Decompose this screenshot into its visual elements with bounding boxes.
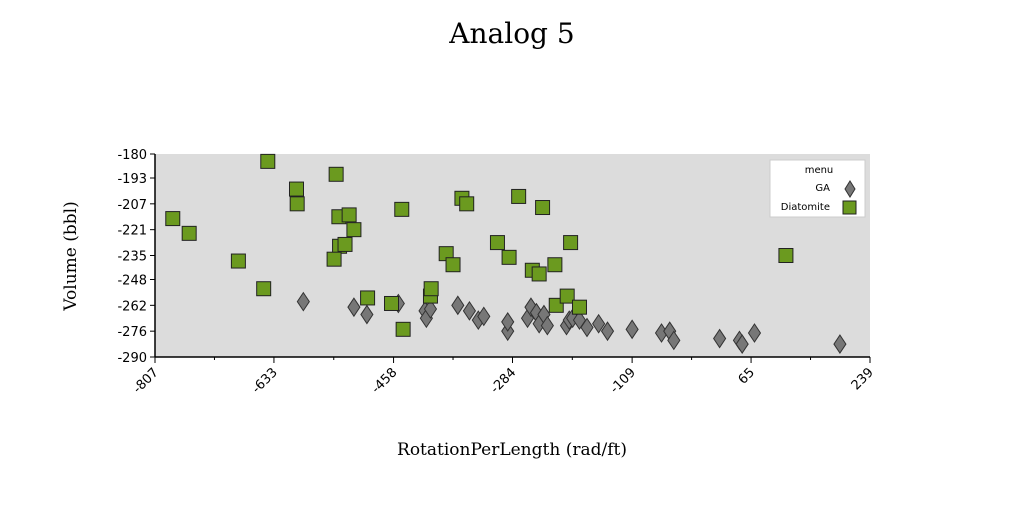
diatomite-point [445, 257, 461, 273]
diatomite-point [260, 153, 276, 169]
diatomite-point [337, 236, 353, 252]
ga-point [592, 313, 606, 334]
ga-point [360, 304, 374, 325]
diatomite-point [571, 299, 587, 315]
diatomite-point [289, 196, 305, 212]
diatomite-point [395, 321, 411, 337]
diatomite-point [423, 281, 439, 297]
diatomite-point [181, 225, 197, 241]
diatomite-point [326, 251, 342, 267]
ga-point [451, 295, 465, 316]
ga-point [713, 328, 727, 349]
diatomite-point [328, 166, 344, 182]
diatomite-point [489, 235, 505, 251]
legend-marker-ga [844, 180, 856, 198]
diatomite-point [563, 235, 579, 251]
y-axis-ticks: -180 -193 -207 -221 -235 -248 -262 -276 -290 [117, 148, 155, 366]
diatomite-point [341, 207, 357, 223]
diatomite-point [511, 188, 527, 204]
y-axis-title: Volume (bbl) [61, 201, 81, 311]
ga-point [625, 319, 639, 340]
x-tick-label: 65 [736, 365, 758, 387]
ga-point [833, 334, 847, 354]
y-tick-label: -248 [117, 273, 147, 288]
y-tick-label: -180 [117, 148, 147, 163]
x-axis-ticks: -807 -633 -458 -284 -109 65 239 [130, 357, 877, 397]
ga-point [735, 334, 749, 354]
x-tick-label: -807 [130, 365, 161, 396]
y-tick-label: -221 [117, 224, 147, 239]
series-diatomite [165, 153, 794, 337]
legend-marker-diatomite [842, 200, 857, 215]
ga-point [747, 323, 762, 343]
diatomite-point [346, 222, 362, 238]
y-tick-label: -262 [117, 299, 147, 314]
diatomite-point [230, 253, 246, 269]
x-tick-label: 239 [849, 365, 877, 393]
diatomite-point [165, 211, 181, 227]
y-tick-label: -235 [117, 250, 147, 265]
diatomite-point [547, 257, 563, 273]
chart-title: Analog 5 [448, 17, 574, 50]
y-tick-label: -290 [117, 351, 147, 366]
legend-title: menu [805, 165, 834, 176]
ga-point [477, 306, 491, 327]
x-tick-label: -109 [607, 365, 638, 396]
ga-point [580, 317, 594, 338]
diatomite-point [256, 281, 272, 297]
x-tick-label: -284 [488, 365, 519, 396]
ga-point [347, 297, 361, 318]
diatomite-point [459, 196, 475, 212]
diatomite-point [778, 248, 794, 263]
diatomite-point [531, 266, 547, 282]
legend-label-ga: GA [815, 183, 830, 194]
ga-point [462, 300, 477, 321]
ga-point [540, 315, 554, 336]
ga-point [667, 330, 681, 351]
diatomite-point [501, 249, 517, 265]
ga-point [501, 312, 515, 332]
ga-point [296, 291, 310, 312]
legend-label-diatomite: Diatomite [781, 202, 830, 213]
legend: menu GA Diatomite [769, 159, 866, 218]
y-tick-label: -276 [117, 325, 147, 340]
x-tick-label: -633 [249, 365, 280, 396]
diatomite-point [360, 290, 376, 306]
diatomite-point [394, 201, 410, 217]
ga-point [423, 299, 438, 319]
diatomite-point [288, 181, 304, 197]
x-axis-title: RotationPerLength (rad/ft) [397, 440, 627, 460]
diatomite-point [384, 295, 400, 311]
x-tick-label: -458 [369, 365, 400, 396]
diatomite-point [559, 288, 575, 304]
ga-point [600, 321, 615, 342]
diatomite-point [535, 200, 551, 216]
y-tick-label: -207 [117, 198, 147, 213]
y-tick-label: -193 [117, 172, 147, 187]
